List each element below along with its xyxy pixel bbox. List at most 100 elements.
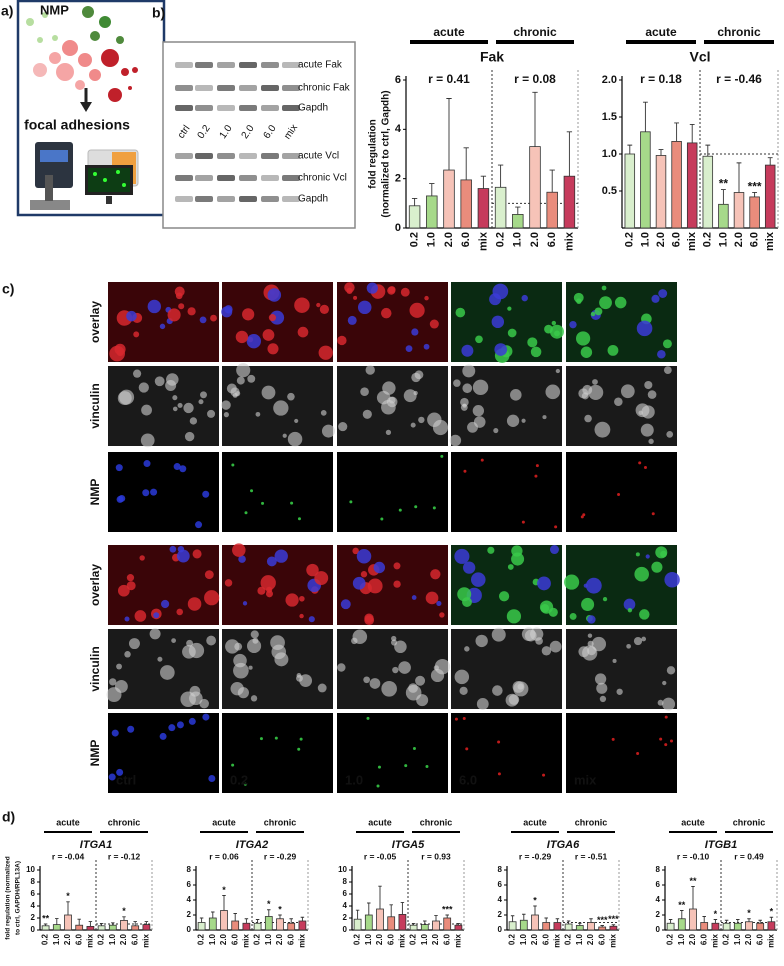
- cell: [662, 339, 672, 349]
- cell: [149, 628, 161, 640]
- cell: [159, 323, 166, 330]
- cell: [492, 685, 503, 696]
- x-tick-label: 1.0: [264, 933, 273, 945]
- cell: [454, 669, 470, 685]
- cell: [142, 489, 150, 497]
- micrograph: [222, 452, 333, 532]
- cell: [643, 466, 647, 470]
- bar: [353, 918, 362, 931]
- cell: [549, 640, 562, 653]
- bar: [553, 922, 562, 931]
- blot-frame: [162, 41, 356, 229]
- error-bar: [77, 918, 81, 926]
- cell: [248, 665, 253, 670]
- cell: [299, 613, 304, 619]
- cell: [634, 566, 649, 582]
- cell: [651, 561, 663, 573]
- x-tick-label: 2.0: [275, 933, 284, 945]
- y-tick-label: 4: [498, 895, 503, 904]
- error-bar: [691, 886, 695, 909]
- bar: [454, 924, 463, 931]
- group-label: acute: [212, 817, 236, 827]
- x-tick-label: 0.2: [564, 933, 573, 945]
- cell: [172, 395, 178, 401]
- bar: [564, 923, 573, 931]
- cell: [530, 346, 542, 358]
- x-tick-label: 0.2: [495, 232, 507, 247]
- cell: [111, 729, 119, 737]
- cell: [607, 344, 619, 356]
- cell: [400, 287, 410, 297]
- cell: [314, 571, 329, 585]
- y-tick-label: 2: [343, 913, 348, 922]
- cell: [439, 612, 445, 618]
- cell: [433, 665, 440, 671]
- x-tick-label: 0.2: [197, 933, 206, 945]
- bar: [531, 914, 539, 931]
- cell: [581, 597, 595, 611]
- error-bar: [111, 922, 115, 926]
- cell: [147, 299, 162, 314]
- error-bar: [233, 913, 237, 921]
- cell: [449, 434, 462, 447]
- blot-band: [239, 85, 257, 91]
- y-tick-label: 2: [395, 173, 401, 185]
- cell: [367, 578, 383, 594]
- bar: [677, 918, 686, 931]
- blot-band-label: chronic Fak: [298, 83, 351, 94]
- cell: [126, 574, 135, 582]
- bar: [686, 142, 698, 229]
- blot-band: [282, 153, 300, 159]
- bar: [494, 186, 507, 229]
- error-bar: [267, 909, 271, 917]
- x-tick-label: 0.2: [624, 232, 636, 247]
- y-tick-label: 8: [187, 865, 192, 874]
- cell: [168, 724, 176, 732]
- cell: [351, 637, 358, 645]
- x-tick-label: mix: [454, 933, 463, 947]
- cell: [173, 463, 181, 471]
- cell: [224, 579, 233, 587]
- cell: [195, 521, 203, 529]
- cell: [178, 303, 185, 310]
- cell: [626, 643, 631, 649]
- y-tick-label: 4: [395, 123, 402, 135]
- significance: **: [689, 876, 697, 886]
- cell: [582, 645, 598, 661]
- bar: [764, 164, 776, 229]
- cell: [463, 469, 467, 473]
- cell: [317, 683, 327, 693]
- x-tick-label: mix: [477, 231, 489, 251]
- schematic-nmp: NMP: [40, 2, 69, 17]
- y-tick-label: 1.5: [602, 111, 617, 123]
- cell: [393, 580, 401, 588]
- cell: [524, 629, 537, 642]
- micrograph: [337, 452, 448, 532]
- error-bar: [658, 149, 664, 156]
- error-bar: [456, 922, 461, 926]
- error-bar: [278, 914, 282, 919]
- y-tick-label: 6: [31, 889, 36, 898]
- cell: [247, 374, 256, 383]
- y-tick-label: 10: [338, 865, 347, 874]
- cell: [242, 308, 255, 321]
- x-tick-label: mix: [298, 933, 307, 947]
- cell: [373, 561, 386, 574]
- blot-band: [282, 175, 300, 181]
- error-bar: [423, 920, 427, 925]
- cell: [460, 397, 469, 407]
- bar: [220, 910, 228, 931]
- cell: [202, 490, 210, 498]
- x-tick-label: 6.0: [74, 933, 83, 945]
- error-bar: [566, 920, 571, 924]
- cell: [487, 546, 495, 554]
- cell: [318, 345, 333, 360]
- cell: [365, 365, 375, 375]
- panel-label: c): [2, 281, 14, 297]
- bar: [64, 914, 72, 931]
- cell: [259, 737, 263, 741]
- cell: [157, 656, 163, 662]
- cell: [187, 307, 196, 316]
- error-bar: [689, 123, 695, 143]
- bar: [376, 908, 384, 931]
